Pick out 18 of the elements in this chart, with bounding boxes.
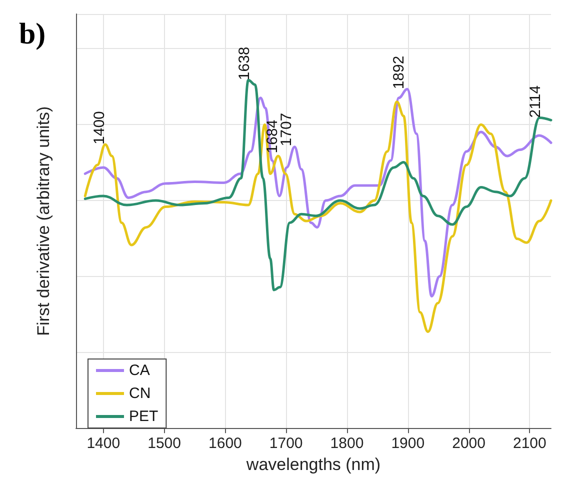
- annotation: 1400: [90, 111, 108, 144]
- x-tick-label: 1700: [269, 435, 303, 452]
- annotation: 1892: [390, 56, 408, 90]
- x-tick-label: 1400: [86, 435, 120, 452]
- x-tick-label: 2100: [513, 435, 546, 452]
- annotation: 1638: [236, 46, 253, 80]
- annotation: 2114: [526, 85, 544, 118]
- x-tick-label: 1500: [148, 435, 181, 452]
- x-tick-label: 2000: [452, 435, 486, 452]
- x-tick-label: 1800: [330, 435, 364, 452]
- x-tick-label: 1600: [208, 435, 242, 452]
- legend-label: CN: [129, 385, 151, 402]
- legend-label: PET: [129, 408, 158, 425]
- chart-title: b): [19, 18, 46, 50]
- y-axis-title: First derivative (arbitrary units): [34, 106, 53, 336]
- x-tick-label: 1900: [391, 435, 425, 452]
- legend-label: CA: [129, 362, 150, 379]
- x-axis-title: wavelengths (nm): [245, 455, 381, 474]
